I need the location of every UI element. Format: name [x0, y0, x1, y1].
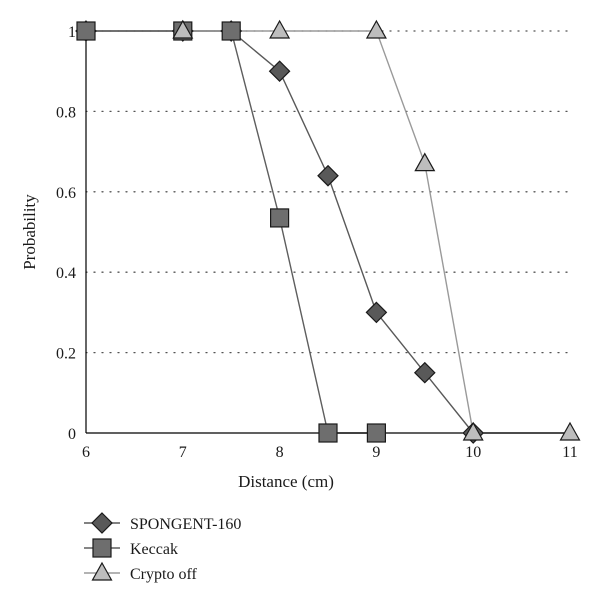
- legend-item-keccak: Keccak: [84, 538, 178, 558]
- diamond-marker: [317, 164, 339, 187]
- y-tick-label: 0: [68, 426, 76, 443]
- series-points-keccak: [76, 21, 386, 443]
- legend-label: Crypto off: [130, 566, 197, 583]
- diamond-marker: [413, 361, 436, 384]
- triangle-marker: [559, 421, 581, 441]
- triangle-marker: [365, 19, 387, 39]
- triangle-marker: [269, 19, 291, 39]
- series-points-crypto-off: [172, 19, 581, 441]
- legend-label: Keccak: [130, 541, 178, 558]
- x-tick-labels: 6 7 8 9 10 11: [82, 444, 578, 461]
- x-axis-title: Distance (cm): [238, 472, 334, 491]
- diamond-marker: [91, 512, 113, 534]
- square-marker: [76, 21, 96, 41]
- y-tick-label: 0.8: [56, 104, 76, 121]
- legend-label: SPONGENT-160: [130, 516, 241, 533]
- triangle-marker: [462, 421, 484, 441]
- x-tick-label: 8: [276, 444, 284, 461]
- series-line-keccak: [86, 30, 377, 434]
- axes: [85, 31, 570, 434]
- square-marker: [366, 423, 386, 443]
- diamond-marker: [268, 60, 291, 83]
- square-marker: [221, 21, 241, 41]
- x-tick-label: 7: [179, 444, 187, 461]
- triangle-marker: [91, 561, 113, 581]
- legend-item-crypto-off: Crypto off: [84, 561, 197, 583]
- series-lines: [86, 30, 570, 434]
- triangle-marker: [414, 152, 436, 172]
- square-marker: [92, 538, 112, 558]
- diamond-marker: [365, 301, 388, 324]
- y-tick-label: 0.6: [56, 185, 76, 202]
- x-tick-label: 11: [562, 444, 577, 461]
- series-markers: [75, 19, 581, 444]
- x-tick-label: 10: [465, 444, 481, 461]
- y-tick-label: 1: [68, 24, 76, 41]
- y-tick-label: 0.2: [56, 346, 76, 363]
- legend: SPONGENT-160 Keccak Crypto off: [84, 512, 241, 583]
- series-points-spongent-160: [75, 20, 485, 444]
- legend-item-spongent-160: SPONGENT-160: [84, 512, 241, 534]
- y-tick-labels: 0 0.2 0.4 0.6 0.8 1: [56, 24, 76, 443]
- square-marker: [270, 208, 290, 228]
- x-tick-label: 9: [372, 444, 380, 461]
- grid-lines: [85, 30, 571, 354]
- series-line-crypto-off: [182, 30, 570, 434]
- square-marker: [318, 423, 338, 443]
- y-axis-title: Probability: [20, 194, 39, 270]
- triangle-marker: [172, 19, 194, 39]
- x-tick-label: 6: [82, 444, 90, 461]
- y-tick-label: 0.4: [56, 265, 76, 282]
